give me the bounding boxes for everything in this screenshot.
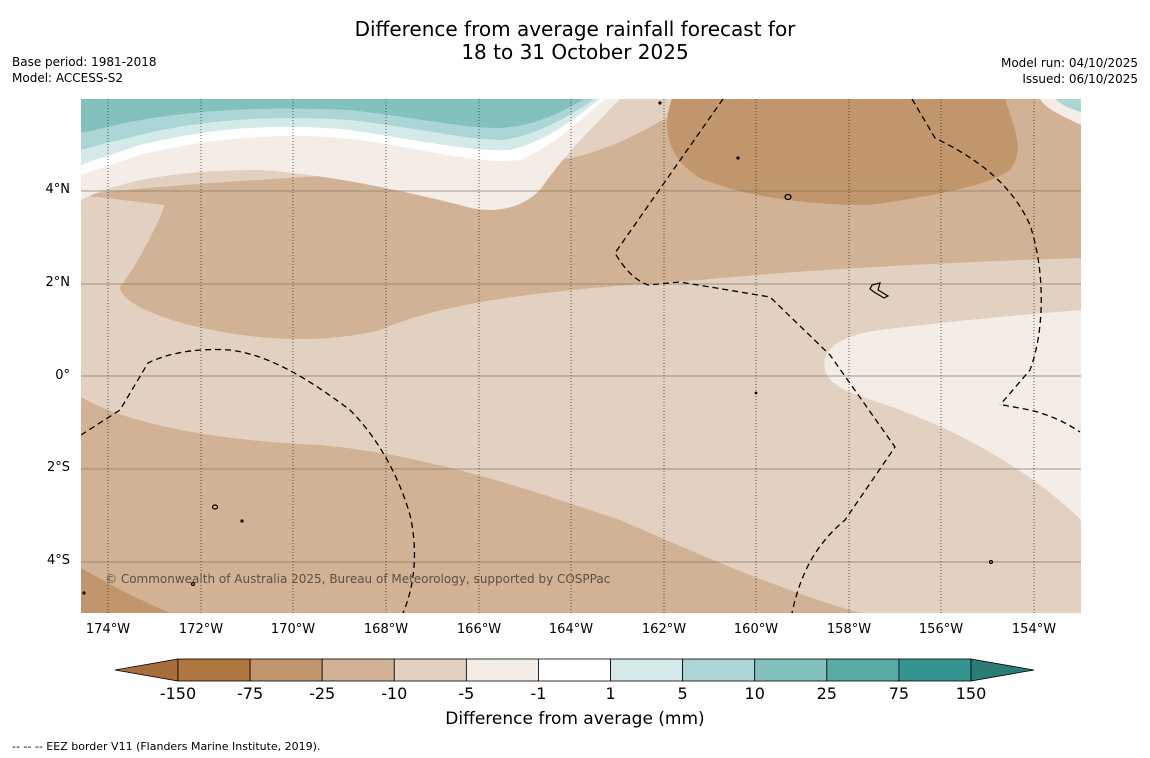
lon-label-174W: 174°W bbox=[85, 622, 131, 637]
fill-dry-southwest bbox=[81, 397, 860, 613]
eez-border-east bbox=[1002, 404, 1081, 433]
fill-wet-east-light bbox=[824, 310, 1081, 520]
fill-dry-core bbox=[667, 99, 1018, 205]
title-line-2: 18 to 31 October 2025 bbox=[461, 40, 689, 64]
colorbar-box bbox=[826, 658, 900, 682]
contour-fills bbox=[81, 99, 1081, 613]
lon-label-162W: 162°W bbox=[641, 622, 687, 637]
lat-label-2S: 2°S bbox=[46, 460, 70, 475]
island-ne-2 bbox=[736, 156, 740, 160]
island-ne-1 bbox=[784, 193, 792, 201]
meta-left: Base period: 1981-2018 Model: ACCESS-S2 bbox=[12, 54, 157, 86]
colorbar-extend-low bbox=[114, 658, 179, 682]
island-central bbox=[754, 391, 758, 395]
colorbar-tick-label: 5 bbox=[677, 684, 688, 703]
lon-label-160W: 160°W bbox=[733, 622, 779, 637]
island-sw-corner bbox=[82, 591, 86, 595]
island-sw-2 bbox=[240, 519, 244, 523]
lon-label-168W: 168°W bbox=[363, 622, 409, 637]
map-title: Difference from average rainfall forecas… bbox=[0, 18, 1150, 64]
colorbar-tick-label: 25 bbox=[816, 684, 837, 703]
colorbar-tick-label: -25 bbox=[309, 684, 336, 703]
lon-label-158W: 158°W bbox=[826, 622, 872, 637]
island-se-1 bbox=[988, 559, 994, 565]
lon-label-164W: 164°W bbox=[548, 622, 594, 637]
colorbar-box bbox=[177, 658, 251, 682]
eez-borders bbox=[81, 99, 1081, 613]
lat-label-4S: 4°S bbox=[46, 553, 70, 568]
colorbar-box bbox=[538, 658, 611, 682]
colorbar-tick-label: 1 bbox=[605, 684, 616, 703]
colorbar-tick-label: 150 bbox=[955, 684, 987, 703]
colorbar-box bbox=[393, 658, 467, 682]
lat-label-0: 0° bbox=[55, 368, 70, 383]
colorbar-title: Difference from average (mm) bbox=[445, 709, 705, 729]
colorbar-box bbox=[682, 658, 756, 682]
lat-label-2N: 2°N bbox=[45, 275, 71, 290]
islands bbox=[82, 101, 994, 595]
colorbar-tick-label: -1 bbox=[530, 684, 547, 703]
island-sw-1 bbox=[211, 504, 219, 510]
colorbar-box bbox=[898, 658, 972, 682]
colorbar-box bbox=[610, 658, 684, 682]
lon-label-156W: 156°W bbox=[918, 622, 964, 637]
colorbar-box bbox=[754, 658, 828, 682]
eez-border-northeast bbox=[911, 99, 1042, 406]
lon-label-170W: 170°W bbox=[270, 622, 316, 637]
eez-footer-note: -- -- -- EEZ border V11 (Flanders Marine… bbox=[12, 740, 321, 753]
lon-label-154W: 154°W bbox=[1011, 622, 1057, 637]
colorbar-box bbox=[321, 658, 395, 682]
lon-label-166W: 166°W bbox=[456, 622, 502, 637]
eez-border-west bbox=[81, 348, 416, 613]
colorbar-boxes bbox=[177, 658, 972, 682]
fill-wet-east-corner-teal bbox=[1055, 99, 1081, 112]
colorbar-box bbox=[465, 658, 539, 682]
issued-date: Issued: 06/10/2025 bbox=[1022, 72, 1138, 86]
island-kiritimati bbox=[869, 282, 890, 299]
base-period: Base period: 1981-2018 bbox=[12, 55, 157, 69]
colorbar-tick-label: -5 bbox=[458, 684, 475, 703]
title-line-1: Difference from average rainfall forecas… bbox=[354, 17, 796, 41]
lat-label-4N: 4°N bbox=[45, 182, 71, 197]
colorbar-tick-label: -150 bbox=[159, 684, 197, 703]
eez-border-central bbox=[614, 99, 896, 613]
colorbar-tick-label: 10 bbox=[744, 684, 765, 703]
model-run: Model run: 04/10/2025 bbox=[1000, 56, 1138, 70]
copyright-notice: © Commonwealth of Australia 2025, Bureau… bbox=[105, 572, 611, 586]
fill-dry-southwest-core bbox=[81, 568, 170, 613]
colorbar-extend-high bbox=[970, 658, 1035, 682]
fill-wet-north-25 bbox=[81, 99, 585, 133]
island-sw-3 bbox=[190, 581, 196, 587]
colorbar-tick-label: -75 bbox=[237, 684, 264, 703]
model-name: Model: ACCESS-S2 bbox=[12, 71, 124, 85]
island-ne-3 bbox=[658, 101, 662, 105]
gridlines bbox=[81, 99, 1081, 613]
colorbar-box bbox=[249, 658, 323, 682]
lat-gridlines bbox=[81, 190, 1081, 563]
lon-label-172W: 172°W bbox=[178, 622, 224, 637]
colorbar-tick-label: -10 bbox=[381, 684, 408, 703]
meta-right: Model run: 04/10/2025 Issued: 06/10/2025 bbox=[1001, 55, 1138, 87]
colorbar-tick-label: 75 bbox=[888, 684, 910, 703]
